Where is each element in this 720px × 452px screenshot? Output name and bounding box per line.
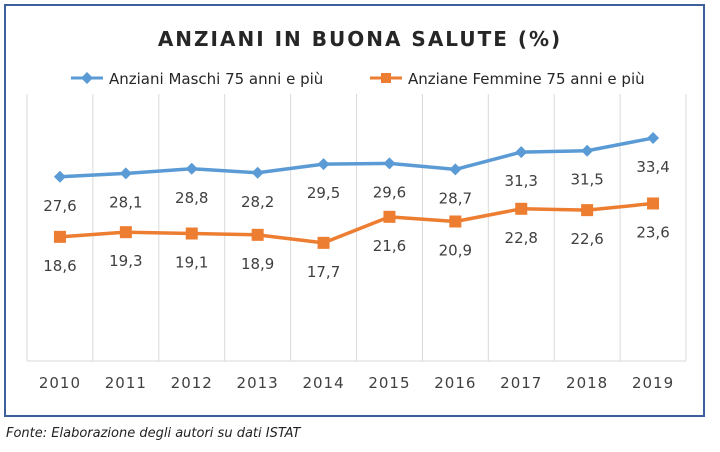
data-label: 22,6	[570, 230, 603, 248]
x-tick-label: 2014	[302, 374, 344, 392]
legend-label: Anziani Maschi 75 anni e più	[109, 70, 323, 88]
data-label: 33,4	[636, 158, 669, 176]
x-tick-label: 2010	[39, 374, 81, 392]
x-axis: 2010 2011 2012 2013 2014 2015 2016 2017 2018 2019	[39, 374, 674, 392]
data-label: 19,3	[109, 252, 142, 270]
data-label: 17,7	[307, 263, 340, 281]
data-label: 28,8	[175, 189, 208, 207]
data-point	[317, 158, 330, 171]
data-point	[383, 157, 396, 170]
legend-marker-square	[381, 73, 391, 83]
data-label: 31,3	[505, 172, 538, 190]
data-point	[185, 162, 198, 175]
data-point	[647, 197, 660, 210]
data-point	[515, 146, 528, 159]
data-label: 21,6	[373, 237, 406, 255]
x-tick-label: 2015	[368, 374, 410, 392]
data-label: 31,5	[570, 171, 603, 189]
data-label: 22,8	[505, 229, 538, 247]
data-label: 23,6	[636, 223, 669, 241]
data-point	[449, 215, 462, 228]
data-label: 19,1	[175, 254, 208, 272]
data-point	[581, 144, 594, 157]
source-note: Fonte: Elaborazione degli autori su dati…	[6, 426, 301, 441]
data-point	[581, 204, 594, 217]
data-point	[515, 202, 528, 215]
series-maschi: 27,6 28,1 28,8 28,2 29,5 29,6 28,7 31,3 31,5 33,4	[43, 132, 670, 215]
x-tick-label: 2013	[237, 374, 279, 392]
x-tick-label: 2018	[566, 374, 608, 392]
data-point	[383, 210, 396, 223]
data-label: 20,9	[439, 241, 472, 259]
data-label: 29,6	[373, 183, 406, 201]
series-line	[59, 201, 654, 245]
data-label: 28,2	[241, 193, 274, 211]
x-tick-label: 2016	[434, 374, 476, 392]
legend: Anziani Maschi 75 anni e più Anziane Femm…	[71, 70, 645, 88]
series-femmine: 18,6 19,3 19,1 18,9 17,7 21,6 20,9 22,8 22,6 23,6	[43, 197, 670, 281]
data-point	[53, 230, 66, 243]
legend-marker-diamond	[81, 72, 93, 84]
data-point	[53, 170, 66, 183]
x-tick-label: 2019	[632, 374, 674, 392]
x-tick-label: 2012	[171, 374, 213, 392]
data-label: 28,7	[439, 189, 472, 207]
data-point	[251, 228, 264, 241]
data-point	[317, 236, 330, 249]
data-point	[185, 227, 198, 240]
data-point	[251, 166, 264, 179]
data-label: 28,1	[109, 193, 142, 211]
chart-title: ANZIANI IN BUONA SALUTE (%)	[158, 27, 562, 51]
data-point	[119, 167, 132, 180]
series-layer: 27,6 28,1 28,8 28,2 29,5 29,6 28,7 31,3 31,5 33,4…	[43, 132, 670, 281]
grid	[26, 94, 687, 362]
data-label: 27,6	[43, 197, 76, 215]
data-label: 18,9	[241, 255, 274, 273]
data-label: 29,5	[307, 184, 340, 202]
data-point	[119, 226, 132, 239]
x-tick-label: 2017	[500, 374, 542, 392]
x-tick-label: 2011	[105, 374, 147, 392]
legend-label: Anziane Femmine 75 anni e più	[408, 70, 645, 88]
data-point	[647, 132, 660, 145]
series-line	[59, 136, 654, 179]
data-point	[449, 163, 462, 176]
data-label: 18,6	[43, 257, 76, 275]
